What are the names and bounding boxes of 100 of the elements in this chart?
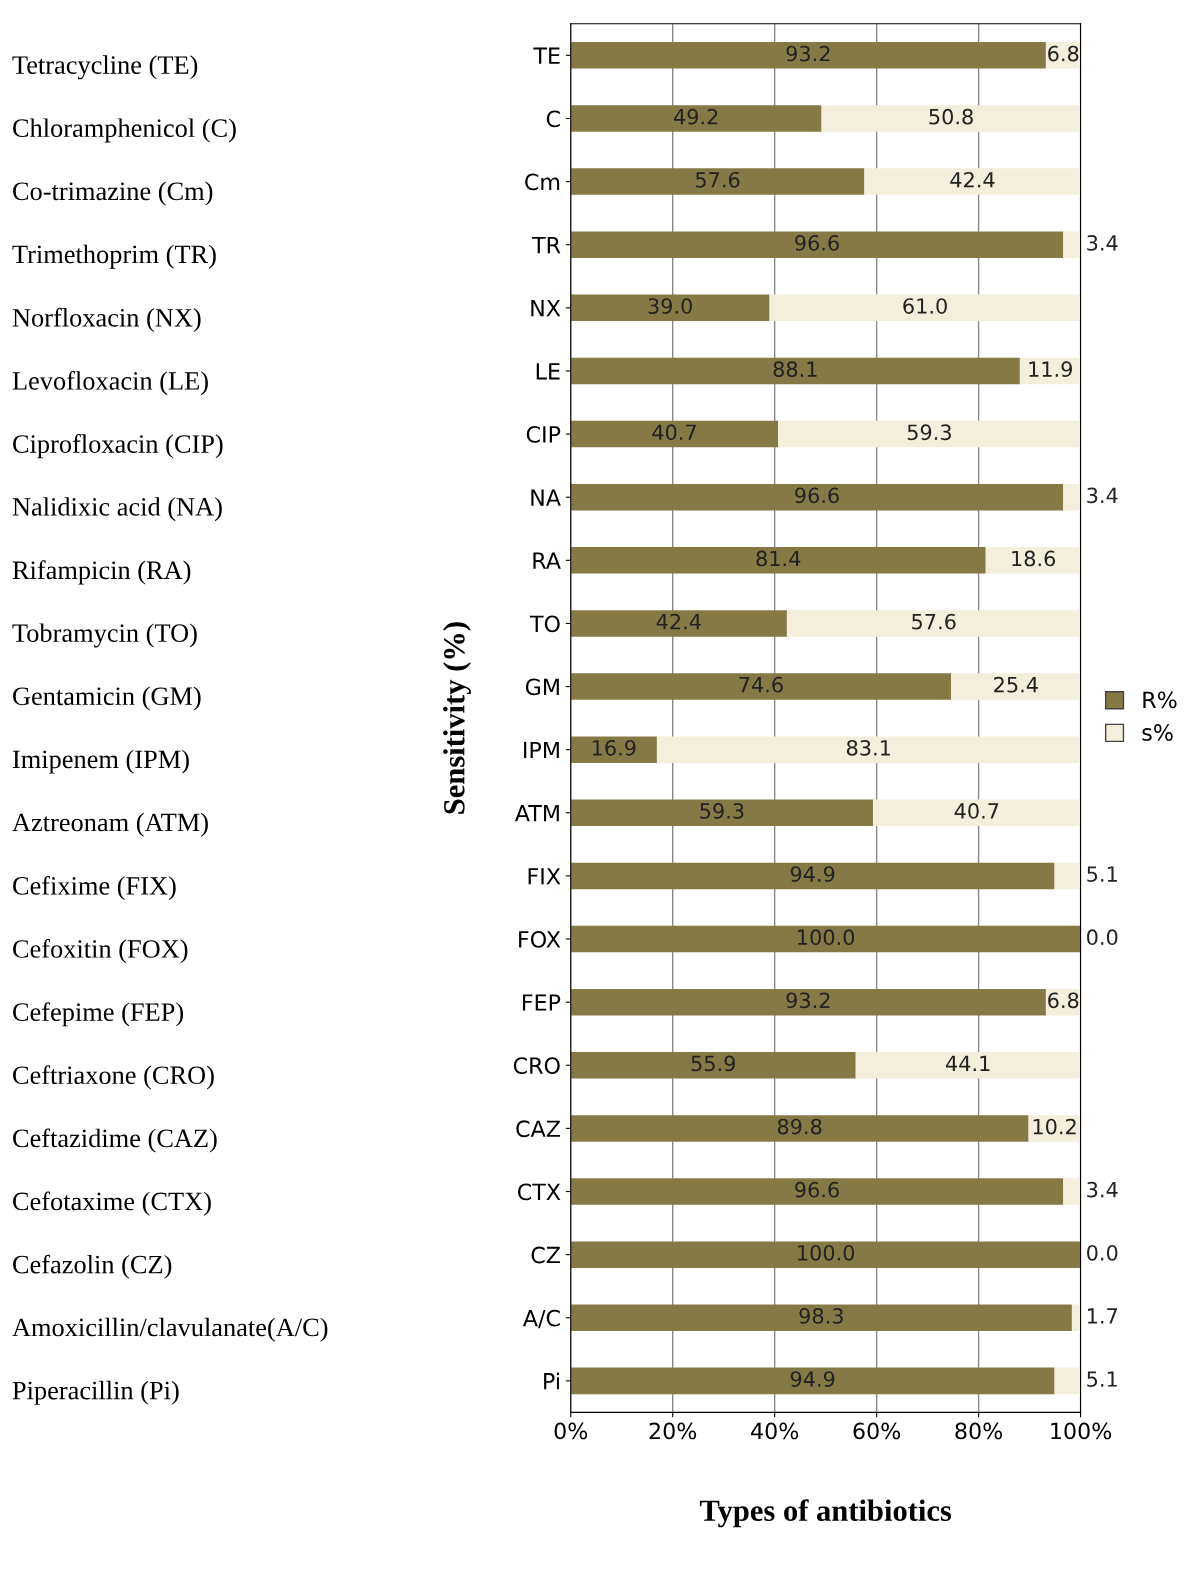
y-tick-label: CRO [513, 1057, 560, 1075]
data-label: 10.2 [1033, 1118, 1076, 1135]
data-label: 5.1 [1087, 866, 1117, 882]
y-tick-label: CZ [531, 1246, 561, 1264]
text: Nalidixic acid (NA) [12, 497, 222, 522]
text: Tobramycin (TO) [12, 623, 197, 648]
data-label: 3.4 [1087, 235, 1118, 251]
bar [570, 294, 770, 322]
y-tick-label: FEP [522, 994, 561, 1011]
data-label: 0.0 [1087, 929, 1118, 946]
bar [570, 420, 779, 448]
y-tick-label: IPM [524, 741, 559, 759]
data-label: 6.8 [1048, 992, 1079, 1009]
data-label: 96.6 [795, 235, 839, 251]
data-label: 89.8 [777, 1118, 822, 1135]
y-tick-label: TO [529, 615, 560, 633]
y-tick-label: Pi [544, 1372, 559, 1390]
bar [951, 673, 1081, 700]
y-tick-label: Cm [525, 173, 560, 191]
text: Aztreonam (ATM) [12, 812, 208, 837]
bar [570, 988, 1046, 1016]
bar [570, 547, 986, 574]
text: Ciprofloxacin (CIP) [13, 434, 223, 459]
data-label: 94.9 [790, 866, 835, 882]
y-tick-label: CAZ [516, 1120, 561, 1138]
data-label: 3.4 [1087, 487, 1118, 504]
bar [656, 736, 1081, 763]
text: Cefixime (FIX) [13, 875, 176, 901]
bar [1054, 862, 1081, 890]
data-label: 88.1 [773, 361, 817, 378]
bar [570, 610, 787, 637]
bar [570, 1115, 1029, 1142]
data-label: 1.7 [1087, 1308, 1118, 1324]
x-tick-label: 20% [649, 1422, 697, 1440]
bar [1054, 1367, 1081, 1395]
text: Amoxicillin/clavulanate(A/C) [12, 1317, 328, 1342]
text: Cefoxitin (FOX) [13, 939, 188, 964]
text: Cefotaxime (CTX) [13, 1191, 211, 1216]
data-label: 39.0 [648, 298, 692, 314]
data-label: 96.6 [795, 1181, 839, 1198]
data-label: 59.3 [700, 803, 744, 819]
bar [570, 673, 952, 700]
data-label: 100.0 [798, 929, 855, 946]
data-label: 0.0 [1087, 1244, 1118, 1261]
y-axis-title: Sensitivity (%) [443, 622, 471, 814]
data-label: 61.0 [903, 298, 947, 314]
text: Co-trimazine (Cm) [13, 181, 213, 206]
x-tick-label: 80% [955, 1422, 1003, 1440]
text: Norfloxacin (NX) [12, 307, 201, 333]
text: Cefepime (FEP) [13, 1002, 183, 1027]
text: Ceftriaxone (CRO) [13, 1065, 214, 1090]
bar [769, 294, 1081, 322]
data-label: 96.6 [795, 487, 839, 504]
bar [855, 1052, 1081, 1079]
bar [778, 420, 1081, 448]
bar [570, 862, 1055, 890]
data-label: 6.8 [1048, 45, 1079, 62]
bar [570, 1178, 1064, 1205]
y-tick-label: LE [536, 363, 560, 380]
bar [1071, 1304, 1081, 1332]
data-label: 42.4 [950, 171, 995, 188]
y-tick-label: TR [531, 236, 561, 254]
text: Cefazolin (CZ) [13, 1254, 172, 1279]
bar [570, 1241, 1081, 1268]
bar [786, 610, 1081, 637]
data-label: 50.8 [929, 108, 973, 125]
bar [570, 168, 865, 195]
data-label: 3.4 [1087, 1181, 1118, 1198]
bar [570, 799, 874, 827]
data-label: 49.2 [673, 108, 718, 125]
x-tick-label: 100% [1051, 1422, 1112, 1440]
legend-label: s% [1142, 724, 1173, 741]
bar [873, 799, 1081, 827]
data-label: 40.7 [954, 803, 999, 819]
data-label: 11.9 [1029, 361, 1072, 378]
bar [985, 547, 1081, 574]
text: Trimethoprim (TR) [12, 244, 216, 269]
data-label: 100.0 [798, 1244, 855, 1261]
y-tick-label: CIP [526, 426, 561, 443]
data-label: 18.6 [1012, 550, 1056, 567]
legend-label: R% [1143, 691, 1177, 709]
y-tick-label: GM [525, 678, 559, 696]
data-label: 93.2 [786, 45, 830, 62]
data-label: 44.1 [945, 1055, 990, 1072]
data-label: 57.6 [695, 171, 740, 188]
bar [821, 105, 1081, 132]
y-tick-label: A/C [522, 1309, 560, 1329]
data-label: 59.3 [907, 424, 951, 441]
y-tick-label: NA [531, 489, 561, 506]
data-label: 93.2 [786, 992, 830, 1009]
text: Tetracycline (TE) [12, 55, 198, 80]
bar [1063, 1178, 1081, 1205]
text: Ceftazidime (CAZ) [13, 1128, 217, 1153]
x-tick-label: 0% [554, 1422, 588, 1440]
data-label: 25.4 [994, 676, 1038, 693]
bar [570, 483, 1064, 511]
y-tick-label: C [546, 110, 560, 128]
data-label: 42.4 [656, 613, 701, 630]
y-tick-label: RA [533, 552, 561, 569]
text: Chloramphenicol (C) [13, 118, 236, 143]
